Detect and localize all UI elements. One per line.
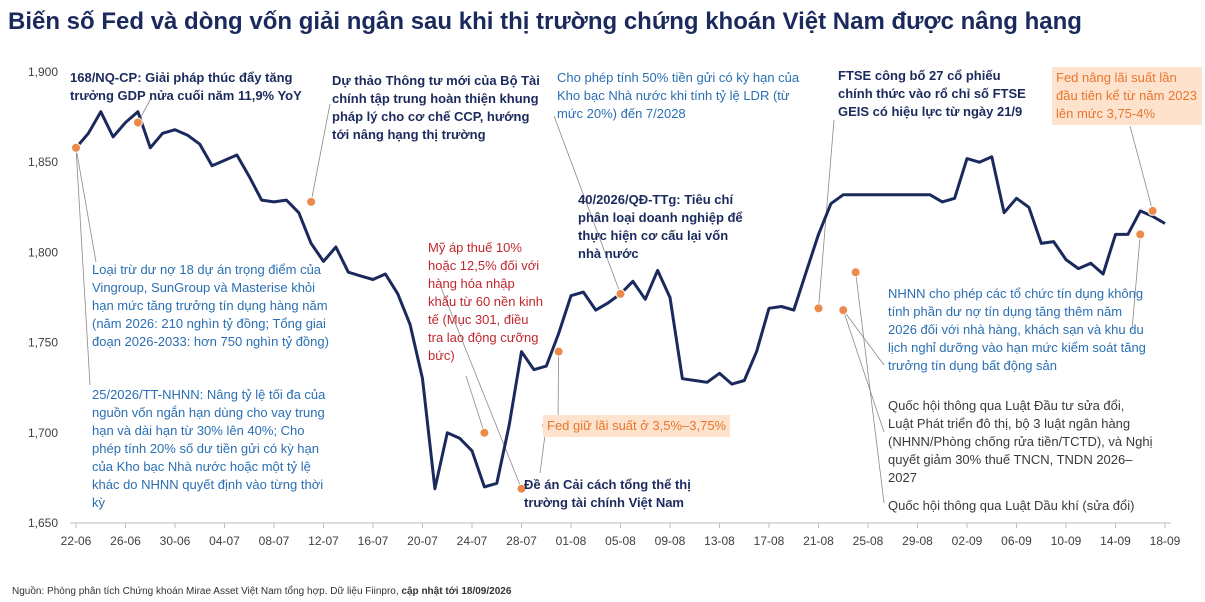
annotation-ldr-deposit: Cho phép tính 50% tiền gửi có kỳ hạn của…: [557, 70, 800, 121]
annotation-leader-lines: [75, 99, 1154, 504]
chart-title: Biến số Fed và dòng vốn giải ngân sau kh…: [8, 8, 1082, 35]
x-tick-label: 12-07: [308, 534, 339, 548]
leader-line: [1131, 234, 1141, 331]
leader-line: [855, 272, 885, 504]
y-tick-label: 1,900: [28, 65, 58, 79]
annotation-ftse: FTSE công bố 27 cổ phiếu chính thức vào …: [838, 68, 1026, 119]
x-tick-label: 22-06: [61, 534, 92, 548]
annotation-gdp-resolution: 168/NQ-CP: Giải pháp thúc đẩy tăng trưởn…: [70, 70, 302, 103]
x-tick-label: 02-09: [952, 534, 983, 548]
event-marker: [1135, 229, 1146, 240]
y-axis: 1,650 1,700 1,750 1,800 1,850 1,900: [28, 65, 58, 530]
x-tick-label: 26-06: [110, 534, 141, 548]
leader-line: [75, 147, 91, 386]
y-tick-label: 1,650: [28, 516, 58, 530]
event-marker: [132, 117, 143, 128]
y-tick-label: 1,750: [28, 336, 58, 350]
x-tick-label: 28-07: [506, 534, 537, 548]
event-marker: [306, 196, 317, 207]
source-note: Nguồn: Phòng phân tích Chứng khoán Mirae…: [12, 586, 511, 597]
event-markers: [71, 117, 1158, 494]
x-tick-label: 29-08: [902, 534, 933, 548]
annotation-fed-hike: Fed nâng lãi suất lần đầu tiên kể từ năm…: [1052, 67, 1202, 125]
y-tick-label: 1,800: [28, 245, 58, 259]
event-marker: [1147, 205, 1158, 216]
event-marker: [838, 305, 849, 316]
annotation-fed-hold: Fed giữ lãi suất ở 3,5%–3,75%: [543, 415, 731, 437]
annotation-national-assembly-laws: Quốc hội thông qua Luật Đầu tư sửa đổi, …: [888, 398, 1153, 485]
x-tick-label: 10-09: [1051, 534, 1082, 548]
source-updated: cập nhật tới 18/09/2026: [401, 586, 512, 597]
source-text: Nguồn: Phòng phân tích Chứng khoán Mirae…: [12, 586, 402, 597]
x-tick-label: 05-08: [605, 534, 636, 548]
event-marker: [615, 288, 626, 299]
leader-line: [465, 375, 485, 433]
leader-line: [842, 310, 885, 433]
x-tick-label: 14-09: [1100, 534, 1131, 548]
leader-line: [553, 115, 621, 295]
annotation-decision-40: 40/2026/QĐ-TTg: Tiêu chí phân loại doanh…: [578, 192, 743, 261]
x-tick-label: 13-08: [704, 534, 735, 548]
x-axis: 22-06 26-06 30-06 04-07 08-07 12-07 16-07 20-07…: [61, 522, 1181, 548]
x-tick-label: 20-07: [407, 534, 438, 548]
annotation-nhnn-credit: NHNN cho phép các tổ chức tín dụng không…: [888, 286, 1146, 373]
event-marker: [813, 303, 824, 314]
x-tick-label: 21-08: [803, 534, 834, 548]
x-tick-label: 09-08: [655, 534, 686, 548]
y-tick-label: 1,850: [28, 155, 58, 169]
x-tick-label: 06-09: [1001, 534, 1032, 548]
annotation-ccp-circular: Dự thảo Thông tư mới của Bộ Tài chính tậ…: [332, 73, 540, 142]
x-tick-label: 25-08: [853, 534, 884, 548]
annotation-petroleum-law: Quốc hội thông qua Luật Dầu khí (sửa đổi…: [888, 498, 1135, 513]
event-marker: [479, 427, 490, 438]
x-tick-label: 16-07: [358, 534, 389, 548]
x-tick-label: 30-06: [160, 534, 191, 548]
annotation-circular-25: 25/2026/TT-NHNN: Nâng tỷ lệ tối đa của n…: [92, 387, 326, 510]
leader-line: [75, 147, 97, 263]
leader-line: [439, 284, 522, 489]
event-marker: [71, 142, 81, 153]
annotation-financial-reform: Đề án Cải cách tổng thể thị trường tài c…: [524, 477, 691, 510]
x-tick-label: 18-09: [1150, 534, 1181, 548]
event-marker: [850, 267, 861, 278]
event-marker: [516, 483, 527, 494]
y-tick-label: 1,700: [28, 426, 58, 440]
x-tick-label: 24-07: [457, 534, 488, 548]
leader-line: [557, 351, 560, 425]
x-tick-label: 08-07: [259, 534, 290, 548]
x-tick-label: 17-08: [754, 534, 785, 548]
x-tick-label: 04-07: [209, 534, 240, 548]
leader-line: [310, 103, 331, 202]
leader-line: [1129, 125, 1154, 212]
x-tick-label: 01-08: [556, 534, 587, 548]
annotation-credit-exclusion: Loại trừ dư nợ 18 dự án trọng điểm của V…: [92, 262, 329, 349]
event-marker: [553, 346, 564, 357]
annotation-us-tariff: Mỹ áp thuế 10% hoặc 12,5% đối với hàng h…: [428, 240, 543, 363]
